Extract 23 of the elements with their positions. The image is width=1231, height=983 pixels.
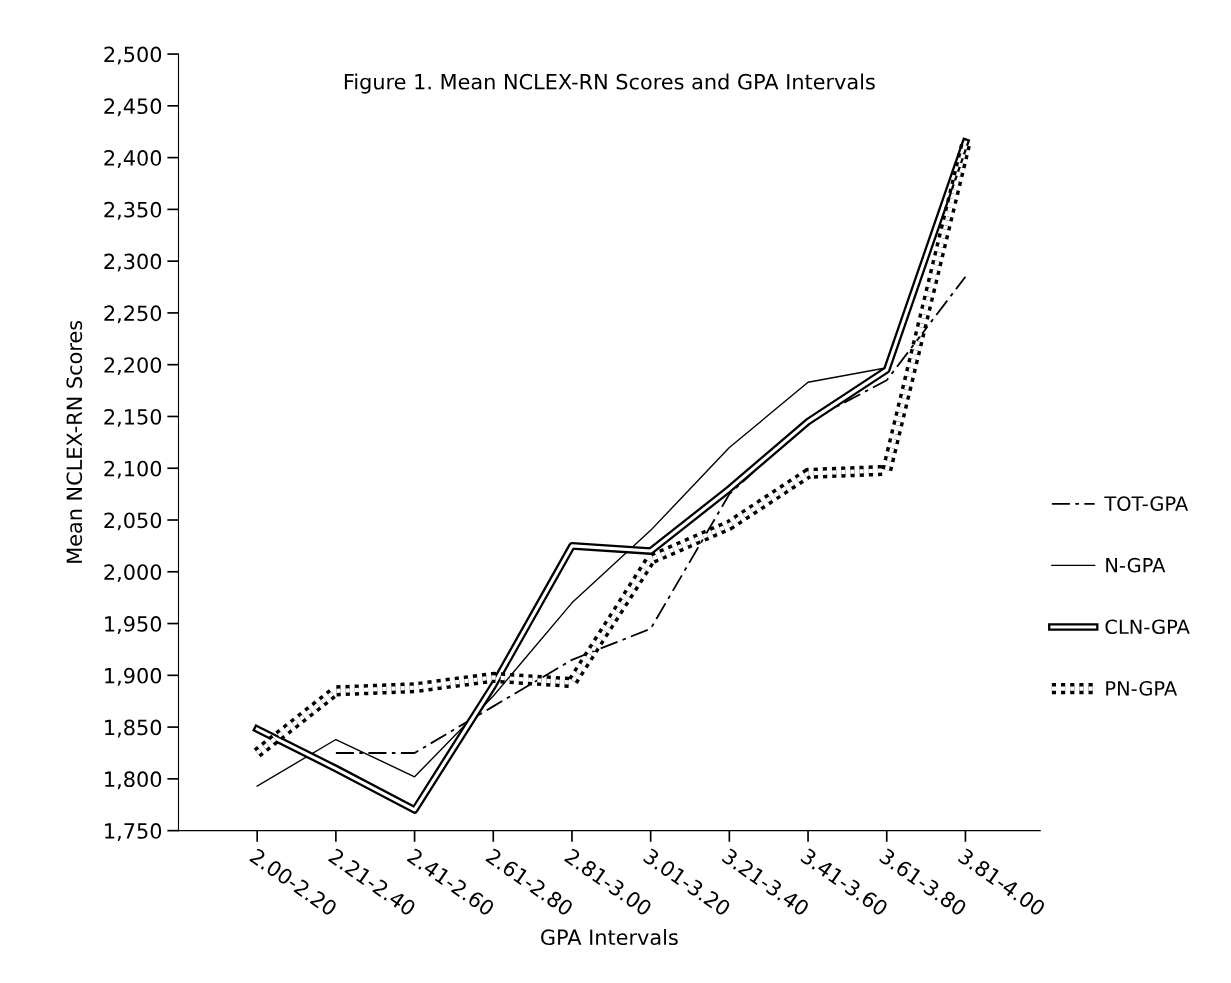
y-tick-label: 2,050	[104, 512, 162, 531]
y-tick-label: 2,400	[104, 150, 162, 168]
y-tick-label: 2,000	[104, 564, 162, 583]
text: Figure 1. Mean NCLEX-RN Scores and GPA Intervals	[344, 73, 875, 94]
legend-label: TOT-GPA	[1104, 496, 1189, 511]
y-tick-label: 1,900	[105, 667, 162, 686]
x-axis-title: GPA Intervals	[541, 928, 678, 946]
y-tick-label: 2,150	[104, 408, 162, 427]
y-tick-label: 2,350	[104, 201, 162, 220]
legend-label: N-GPA	[1106, 557, 1166, 573]
y-tick-label: 1,850	[105, 719, 162, 738]
y-tick-label: 2,250	[104, 305, 162, 324]
legend-label: CLN-GPA	[1105, 619, 1190, 635]
y-tick-label: 1,950	[105, 616, 162, 634]
y-tick-label: 1,750	[105, 823, 162, 841]
y-tick-label: 2,500	[104, 46, 162, 65]
y-tick-label: 2,100	[104, 460, 162, 479]
y-tick-label: 2,450	[104, 98, 162, 117]
y-axis-title: Mean NCLEX-RN Scores	[66, 320, 83, 563]
legend-label: PN-GPA	[1106, 680, 1178, 696]
y-tick-label: 2,200	[104, 357, 162, 376]
y-tick-label: 2,300	[104, 253, 162, 272]
y-tick-label: 1,800	[105, 771, 162, 790]
